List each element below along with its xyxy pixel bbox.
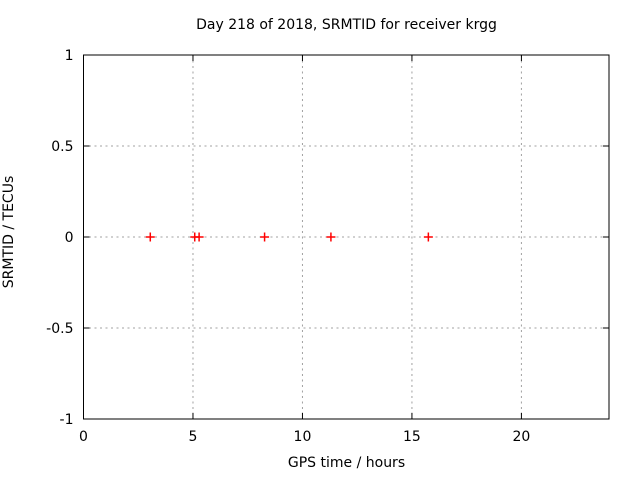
y-tick-label: 0.5 (51, 139, 73, 155)
y-tick-label: -0.5 (46, 321, 73, 337)
chart-title: Day 218 of 2018, SRMTID for receiver krg… (196, 17, 497, 33)
x-tick-label: 10 (294, 429, 312, 445)
y-tick-label: 1 (65, 48, 74, 64)
x-tick-label: 20 (513, 429, 531, 445)
x-tick-label: 15 (403, 429, 421, 445)
x-tick-label: 5 (189, 429, 198, 445)
x-axis-label: GPS time / hours (287, 455, 406, 471)
x-tick-label: 0 (79, 429, 88, 445)
y-tick-label: -1 (60, 412, 74, 428)
y-tick-label: 0 (65, 230, 74, 246)
